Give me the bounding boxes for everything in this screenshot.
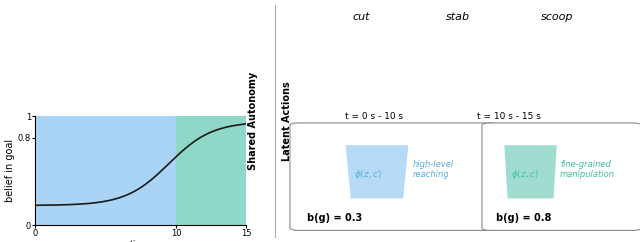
Text: scoop: scoop xyxy=(541,12,573,22)
Text: t = 0 s - 10 s: t = 0 s - 10 s xyxy=(346,112,403,121)
Text: $\phi(z, c)$: $\phi(z, c)$ xyxy=(511,168,539,181)
Y-axis label: belief in goal: belief in goal xyxy=(5,139,15,202)
Text: Shared Autonomy: Shared Autonomy xyxy=(248,72,258,170)
Text: b(g) = 0.3: b(g) = 0.3 xyxy=(307,213,362,223)
X-axis label: time: time xyxy=(130,240,152,242)
Bar xyxy=(35,116,176,225)
Text: b(g) = 0.8: b(g) = 0.8 xyxy=(496,213,552,223)
Text: t = 10 s - 15 s: t = 10 s - 15 s xyxy=(477,112,541,121)
Text: fine-grained
manipulation: fine-grained manipulation xyxy=(560,160,615,179)
Text: $\phi(z, c)$: $\phi(z, c)$ xyxy=(354,168,382,181)
Text: Latent Actions: Latent Actions xyxy=(282,81,292,161)
Text: cut: cut xyxy=(353,12,371,22)
Bar xyxy=(176,116,246,225)
Text: high-level
reaching: high-level reaching xyxy=(413,160,454,179)
Text: stab: stab xyxy=(445,12,470,22)
